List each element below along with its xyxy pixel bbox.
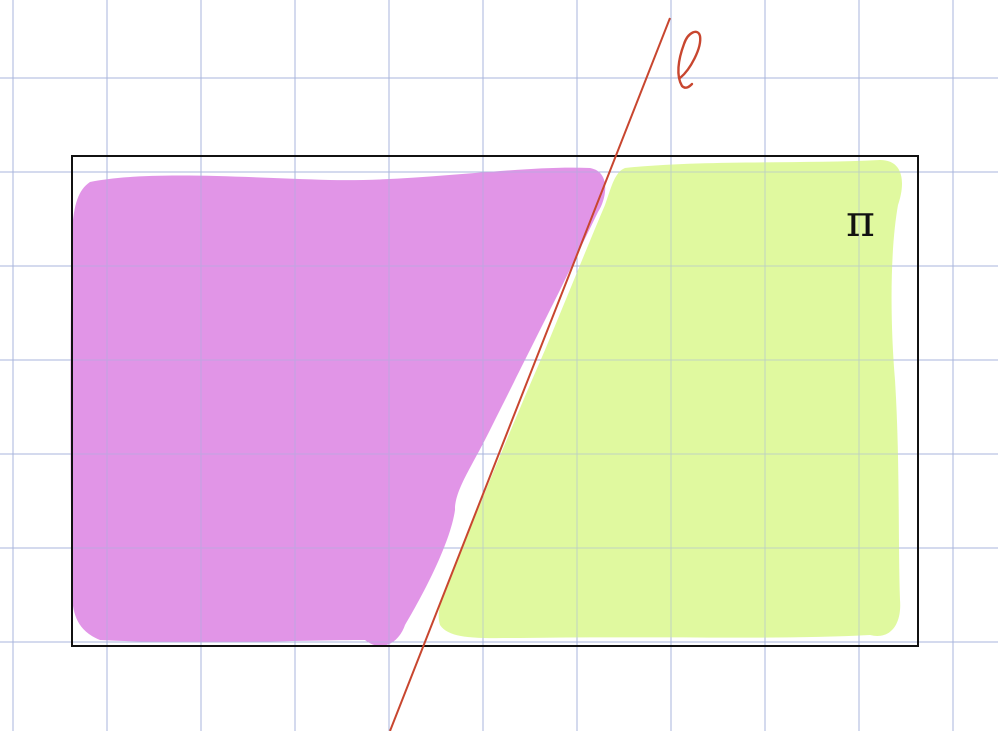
left-half-plane-region [70,167,606,646]
plane-label-pi: π [846,196,875,247]
right-half-plane-region [438,160,903,639]
line-label-l: ℓ [676,49,692,89]
plane-frame [71,155,919,647]
line-l [389,17,671,731]
line-label-l-glyph [677,30,702,89]
